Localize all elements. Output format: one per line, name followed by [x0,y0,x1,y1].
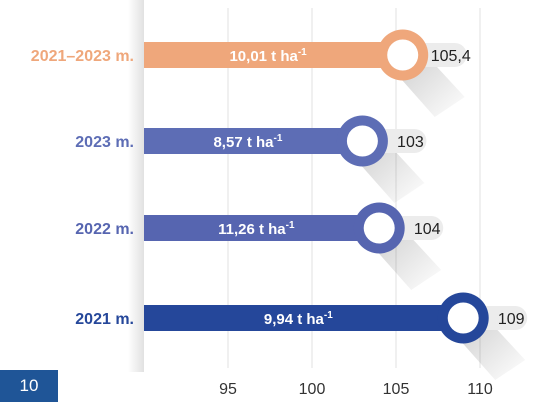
x-tick-label: 105 [383,381,410,398]
bar-label: 10,01 t ha-1 [229,47,307,65]
value-marker-center [346,125,378,157]
value-marker-center [387,39,419,71]
category-label: 2021–2023 m. [31,48,134,65]
bar-label: 9,94 t ha-1 [264,310,333,328]
x-tick-label: 95 [219,381,237,398]
bar [144,215,380,241]
x-tick-label: 110 [467,381,493,398]
bar-row: 103 8,57 t ha-1 2023 m. [75,115,427,203]
bar-label: 11,26 t ha-1 [218,220,295,238]
axis-shadow [128,0,144,372]
bar-row: 105,4 10,01 t ha-1 2021–2023 m. [31,29,471,117]
value-marker-center [447,302,479,334]
value-label: 103 [397,134,424,151]
value-label: 105,4 [431,48,471,65]
bar-label: 8,57 t ha-1 [213,133,282,151]
value-label: 109 [498,311,525,328]
value-marker-center [363,212,395,244]
category-label: 2022 m. [75,221,134,238]
bar [144,42,403,68]
bar [144,128,363,154]
page-number-badge: 10 [0,370,58,402]
x-tick-label: 100 [299,381,326,398]
bar [144,305,464,331]
bar-row: 109 9,94 t ha-1 2021 m. [75,292,528,380]
bar-row: 104 11,26 t ha-1 2022 m. [75,202,444,290]
category-label: 2021 m. [75,311,134,328]
category-label: 2023 m. [75,134,134,151]
value-label: 104 [414,221,441,238]
